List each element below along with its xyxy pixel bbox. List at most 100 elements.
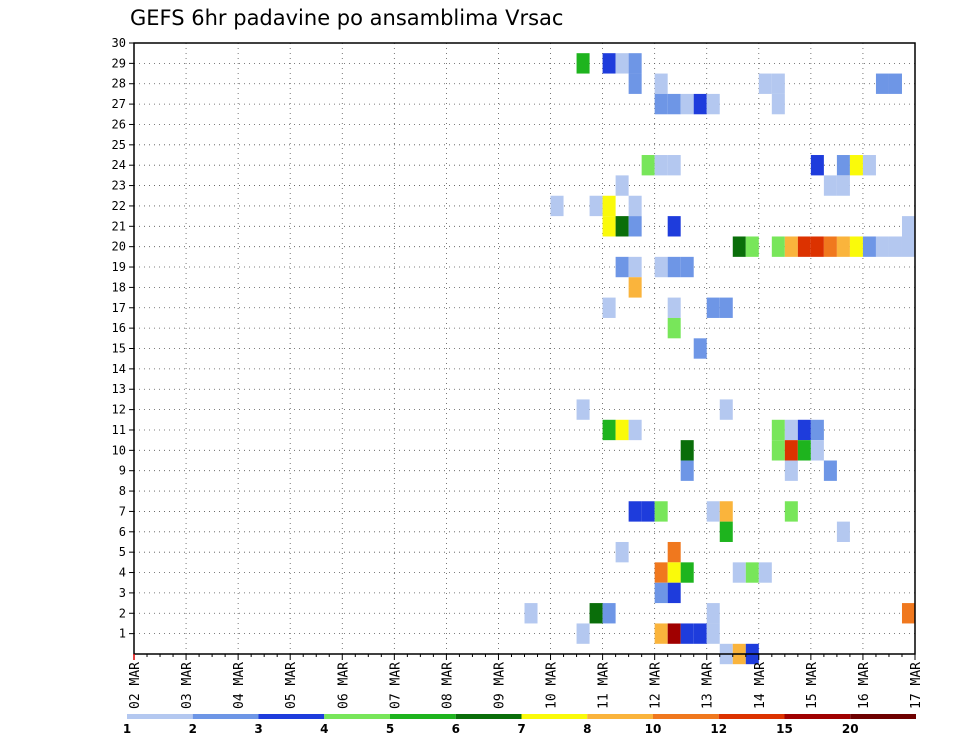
precip-cell xyxy=(823,236,837,257)
precip-cell xyxy=(667,256,681,278)
y-tick-label: 22 xyxy=(112,199,126,213)
y-tick-label: 27 xyxy=(112,97,126,111)
precip-cell xyxy=(719,501,733,522)
legend-swatch xyxy=(455,714,522,719)
x-tick-label: 10 MAR xyxy=(545,662,560,709)
precip-cell xyxy=(680,623,694,644)
precip-cell xyxy=(602,53,616,74)
x-tick-label: 04 MAR xyxy=(232,662,247,709)
x-tick-label: 05 MAR xyxy=(284,662,299,709)
legend-swatch xyxy=(521,714,588,719)
precip-cell xyxy=(615,256,629,278)
x-tick-label: 03 MAR xyxy=(180,662,195,709)
precip-cell xyxy=(771,440,785,461)
precip-cell xyxy=(589,195,603,217)
y-tick-label: 14 xyxy=(112,362,126,376)
legend: 1 2 3 4 5 6 7 8 10 12 15 20 xyxy=(123,714,916,736)
precip-cell xyxy=(823,175,837,196)
precip-cell xyxy=(771,73,785,94)
legend-label: 6 xyxy=(452,722,460,736)
x-tick-label: 06 MAR xyxy=(336,662,351,709)
x-tick-label: 02 MAR xyxy=(128,662,143,709)
legend-swatch xyxy=(784,714,851,719)
y-tick-label: 9 xyxy=(119,464,126,478)
legend-swatch xyxy=(390,714,456,719)
precip-cell xyxy=(667,297,681,318)
precip-cell xyxy=(667,317,681,339)
precip-cell xyxy=(706,93,720,115)
grid xyxy=(134,43,915,654)
legend-label: 12 xyxy=(710,722,727,736)
y-tick-label: 20 xyxy=(112,240,126,254)
precip-cell xyxy=(550,195,564,217)
legend-swatch xyxy=(850,714,916,719)
precip-cell xyxy=(615,216,629,237)
y-tick-label: 5 xyxy=(119,545,126,559)
precip-cell xyxy=(667,93,681,115)
precip-cell xyxy=(836,236,850,257)
precip-cell xyxy=(745,562,759,583)
precip-cell xyxy=(758,73,772,94)
y-tick-label: 18 xyxy=(112,280,126,294)
y-tick-label: 11 xyxy=(112,423,126,437)
precip-cell xyxy=(628,73,642,94)
precip-cell xyxy=(654,256,668,278)
precip-cell xyxy=(758,562,772,583)
precip-cell xyxy=(745,236,759,257)
y-tick-label: 30 xyxy=(112,36,126,50)
legend-label: 7 xyxy=(517,722,525,736)
precip-cell xyxy=(797,440,811,461)
precip-cell xyxy=(602,216,616,237)
precip-cell xyxy=(628,277,642,298)
precip-cell xyxy=(706,501,720,522)
precip-cell xyxy=(680,562,694,583)
precip-cell xyxy=(524,603,538,624)
precip-cell xyxy=(719,399,733,420)
precip-cell xyxy=(693,623,707,644)
precip-cell xyxy=(615,419,629,441)
precip-cell xyxy=(836,175,850,196)
precip-cell xyxy=(784,440,798,461)
precip-cell xyxy=(576,623,590,644)
precip-cell xyxy=(680,256,694,278)
precip-cell xyxy=(628,419,642,441)
precip-cell xyxy=(784,460,798,481)
precip-cell xyxy=(706,297,720,318)
legend-label: 5 xyxy=(386,722,394,736)
precip-cell xyxy=(654,623,668,644)
precip-cell xyxy=(719,521,733,542)
x-tick-label: 12 MAR xyxy=(649,662,664,709)
x-axis: 02 MAR 03 MAR 04 MAR 05 MAR 06 MAR 07 MAR 08 M… xyxy=(128,654,924,709)
legend-swatch xyxy=(324,714,390,719)
precip-cell xyxy=(810,155,824,176)
precip-cell xyxy=(836,521,850,542)
precip-cell xyxy=(654,73,668,94)
y-tick-label: 16 xyxy=(112,321,126,335)
precip-cell xyxy=(602,195,616,217)
precip-cell xyxy=(875,236,889,257)
precip-cell xyxy=(875,73,889,94)
precip-cell xyxy=(602,419,616,441)
precip-cell xyxy=(862,236,876,257)
x-tick-label: 11 MAR xyxy=(597,662,612,709)
x-tick-label: 13 MAR xyxy=(701,662,716,709)
precip-cell xyxy=(641,155,655,176)
precip-cell xyxy=(732,562,746,583)
x-tick-label: 09 MAR xyxy=(492,662,507,709)
precip-cells xyxy=(524,53,915,665)
precip-cell xyxy=(849,155,863,176)
precip-cell xyxy=(667,623,681,644)
precip-cell xyxy=(667,216,681,237)
legend-label: 20 xyxy=(842,722,859,736)
precip-cell xyxy=(615,53,629,74)
precip-cell xyxy=(615,541,629,563)
precip-cell xyxy=(654,562,668,583)
y-tick-label: 1 xyxy=(119,627,126,641)
y-tick-label: 17 xyxy=(112,301,126,315)
precip-cell xyxy=(901,216,915,237)
precip-cell xyxy=(706,623,720,644)
precip-cell xyxy=(602,297,616,318)
precip-cell xyxy=(654,155,668,176)
precip-cell xyxy=(784,501,798,522)
